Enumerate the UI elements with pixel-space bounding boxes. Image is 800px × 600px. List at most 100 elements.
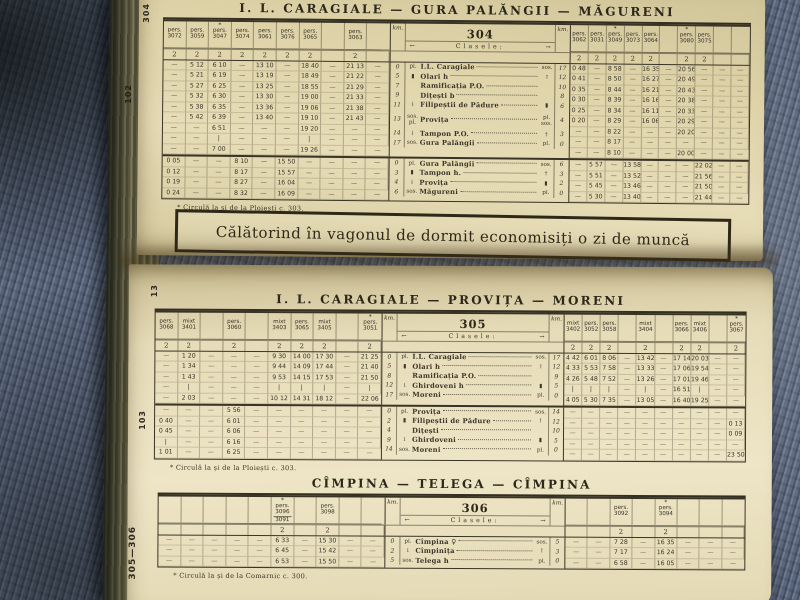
time-cell: 13 25 [253, 81, 277, 93]
dot-leader [463, 171, 537, 174]
time-cell: — [245, 393, 269, 405]
time-cell: 5 53 [582, 363, 601, 375]
time-cell: — [158, 535, 182, 546]
time-cell: — [163, 59, 187, 71]
time-cell: 21 56 [694, 171, 713, 183]
time-cell: — [623, 116, 642, 128]
time-cell: — [623, 85, 642, 96]
dot-leader [476, 66, 538, 68]
class-cell [699, 527, 723, 538]
time-cell: — [695, 138, 714, 150]
timetable-304: I. L. CARAGIALE — GURA PALĂNGII — MĂGURE… [161, 1, 752, 217]
time-cell: — [618, 353, 637, 365]
time-cell: — [587, 126, 606, 138]
station-name: Provița [420, 115, 449, 124]
train-column-header: pers. 3063 [344, 22, 368, 50]
arrow-left-icon: ← [404, 516, 410, 524]
time-cell: — [699, 548, 723, 560]
time-cell: — [563, 439, 583, 450]
time-cell: 5 56 [222, 405, 246, 417]
time-cell: — [712, 193, 731, 204]
train-column-header [618, 314, 638, 342]
time-cell: 8 32 [230, 188, 253, 200]
station-name: Filipeștii de Pădure [420, 101, 499, 110]
time-cell: 13 42 [636, 353, 655, 365]
time-cell: — [695, 75, 714, 87]
page-bottom: I. L. CARAGIALE — PROVIȚA — MORENI pers. 3… [127, 264, 773, 600]
time-cell: 16 27 [641, 74, 660, 86]
time-cell: 5 57 [587, 160, 606, 172]
time-cell: 5 27 [185, 81, 209, 92]
time-cell: — [695, 117, 714, 129]
classes-label: Clasele: [450, 517, 500, 525]
station-suffix: † [544, 171, 548, 178]
time-cell: — [230, 133, 254, 145]
train-column-header [200, 312, 224, 340]
time-cell: — [587, 105, 606, 117]
time-cell: 19 46 [690, 374, 710, 386]
time-cell: — [226, 535, 249, 547]
time-cell: — [343, 124, 367, 136]
time-cell: 6 30 [208, 91, 232, 103]
dot-leader [442, 365, 532, 367]
time-cell: — [569, 160, 588, 171]
time-cell: — [339, 536, 362, 547]
time-cell: — [641, 148, 660, 160]
train-column-header: * pers. 3047 [208, 21, 232, 49]
time-cell: — [320, 157, 344, 169]
time-cell: 14 15 [290, 372, 314, 384]
station-suffix: ↑ [538, 418, 543, 425]
km-value: 7 [390, 81, 406, 91]
time-cell: 21 38 [343, 103, 367, 115]
time-cell: 16 05 [654, 558, 678, 570]
station-prefix: sos. [406, 139, 418, 147]
time-cell: — [320, 134, 344, 146]
station-suffix: ▮ [538, 437, 543, 444]
time-cell: 0 20 [569, 116, 588, 127]
time-cell: — [600, 407, 619, 419]
station-suffix: pl. [542, 190, 550, 197]
station-suffix: ▮ [545, 103, 549, 110]
time-cell: — [366, 61, 390, 73]
time-cell: — [582, 418, 601, 429]
km-value: 17 [389, 138, 405, 148]
km-label: km. [549, 498, 565, 526]
time-cell: — [358, 438, 381, 449]
time-cell: 20 56 [677, 64, 696, 76]
km-value: 12 [548, 417, 564, 427]
class-cell [654, 342, 674, 353]
time-cell: — [709, 385, 728, 397]
time-cell: 20 03 [691, 353, 710, 365]
time-cell: 8 50 [606, 74, 625, 86]
time-cell: — [366, 103, 390, 115]
time-cell: — [297, 178, 321, 190]
train-column-header: pers. 3068 [155, 312, 179, 340]
class-cell [361, 525, 385, 536]
time-cell: — [268, 416, 291, 428]
time-cell: 0 19 [162, 177, 186, 189]
time-cell: — [275, 113, 299, 125]
time-cell: — [624, 74, 643, 86]
time-cell: — [600, 428, 619, 440]
time-cell: — [321, 82, 345, 94]
time-cell: — [695, 85, 714, 97]
class-cell [294, 525, 317, 536]
time-cell: — [335, 427, 359, 439]
time-cell: — [672, 439, 691, 451]
time-cell: — [366, 145, 389, 157]
time-cell: — [321, 61, 345, 73]
time-cell: 13 36 [253, 102, 277, 114]
time-cell: 17 53 [313, 372, 337, 384]
time-cell: | [358, 383, 382, 395]
station-name: Olari h [412, 362, 441, 371]
km-value: 10 [554, 82, 570, 93]
time-cell: 20 38 [677, 96, 696, 107]
time-cell: 21 40 [358, 362, 382, 374]
time-cell: 13 30 [253, 92, 277, 103]
footnote: * Circulă la și de la Ploiești c. 303. [169, 463, 297, 472]
time-cell: — [582, 407, 601, 419]
time-cell: — [708, 450, 727, 462]
time-cell: 8 58 [606, 64, 625, 75]
time-cell: 21 50 [358, 373, 382, 384]
time-cell: 13 26 [636, 374, 655, 386]
